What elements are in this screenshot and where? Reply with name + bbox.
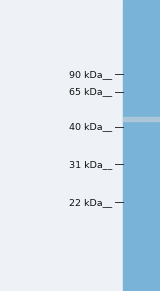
Bar (123, 117, 160, 121)
Text: 65 kDa__: 65 kDa__ (69, 87, 112, 96)
Text: 31 kDa__: 31 kDa__ (69, 160, 112, 169)
Text: 40 kDa__: 40 kDa__ (69, 122, 112, 131)
Text: 90 kDa__: 90 kDa__ (69, 70, 112, 79)
Bar (123, 0, 160, 291)
Text: 22 kDa__: 22 kDa__ (69, 198, 112, 207)
